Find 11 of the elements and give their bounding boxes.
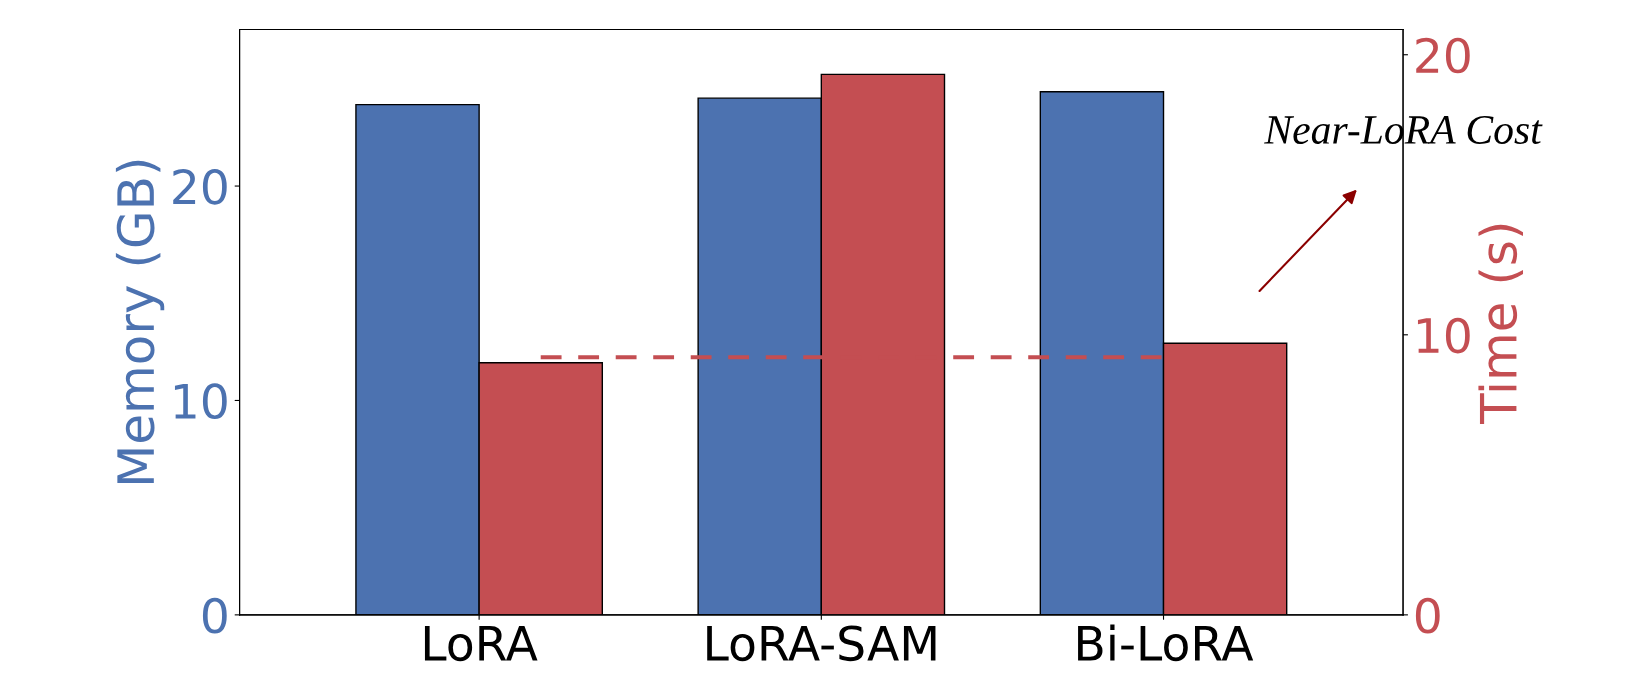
y2-axis-title: Time (s) bbox=[1478, 224, 1524, 424]
y2-tick-label: 0 bbox=[1415, 597, 1440, 634]
y-tick-label: 0 bbox=[202, 597, 227, 634]
x-tick-label: Bi-LoRA bbox=[1078, 624, 1254, 662]
y-tick-label: 20 bbox=[173, 168, 227, 205]
x-tick-label: LoRA bbox=[424, 626, 538, 662]
y-tick-label: 10 bbox=[174, 383, 227, 420]
y2-tick-label: 10 bbox=[1417, 317, 1470, 354]
x-tick-label: LoRA-SAM bbox=[707, 625, 936, 662]
y2-tick-label: 20 bbox=[1416, 37, 1470, 74]
y-axis-title: Memory (GB) bbox=[115, 160, 165, 483]
